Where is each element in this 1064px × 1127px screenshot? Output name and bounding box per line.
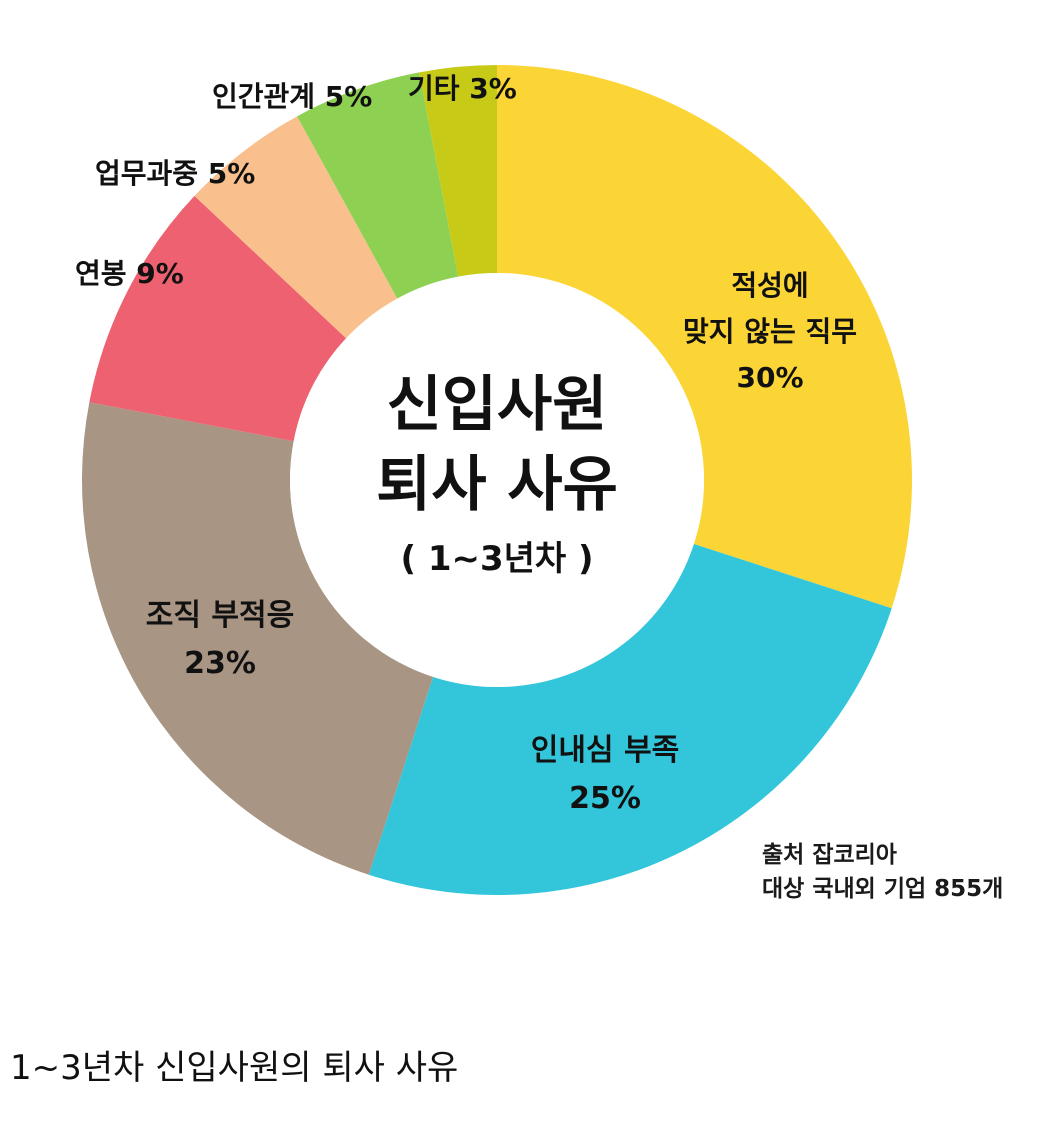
center-title-line2: 퇴사 사유 — [376, 450, 618, 520]
slice-label-2: 인내심 부족 25% — [531, 733, 679, 816]
slice-label-3: 조직 부적응 23% — [146, 598, 294, 681]
slice-label-5-line-1: 업무과중 5% — [95, 157, 255, 190]
center-title-line1: 신입사원 — [387, 370, 608, 440]
donut-hole — [290, 273, 704, 687]
slice-label-3-line-2: 23% — [184, 646, 256, 681]
source-note: 출처 잡코리아 대상 국내외 기업 855개 — [762, 838, 1003, 906]
slice-1 — [497, 65, 913, 609]
figure-caption: 1~3년차 신입사원의 퇴사 사유 — [10, 1048, 459, 1088]
slice-label-6: 인간관계 5% — [212, 80, 372, 113]
slice-label-1-line-3: 30% — [736, 361, 803, 394]
slice-label-2-line-2: 25% — [569, 781, 641, 816]
slice-label-7: 기타 3% — [408, 72, 517, 105]
slice-label-1-line-1: 적성에 — [731, 269, 808, 302]
slices-layer — [81, 65, 913, 896]
slice-label-6-line-1: 인간관계 5% — [212, 80, 372, 113]
slice-7 — [419, 65, 497, 277]
slice-label-5: 업무과중 5% — [95, 157, 255, 190]
center-title-line3: ( 1~3년차 ) — [400, 539, 593, 579]
source-line-2: 대상 국내외 기업 855개 — [762, 876, 1004, 902]
slice-label-4-line-1: 연봉 9% — [75, 257, 184, 290]
slice-label-7-line-1: 기타 3% — [408, 72, 517, 105]
slice-4 — [89, 195, 347, 442]
slice-3 — [81, 402, 434, 875]
slice-5 — [194, 116, 398, 339]
slice-label-4: 연봉 9% — [75, 257, 184, 290]
slice-label-2-line-1: 인내심 부족 — [531, 733, 679, 768]
slice-6 — [297, 72, 459, 299]
slice-2 — [368, 543, 892, 896]
source-line-1: 출처 잡코리아 — [762, 842, 897, 868]
slice-label-1-line-2: 맞지 않는 직무 — [683, 315, 857, 348]
slice-label-3-line-1: 조직 부적응 — [146, 598, 294, 633]
